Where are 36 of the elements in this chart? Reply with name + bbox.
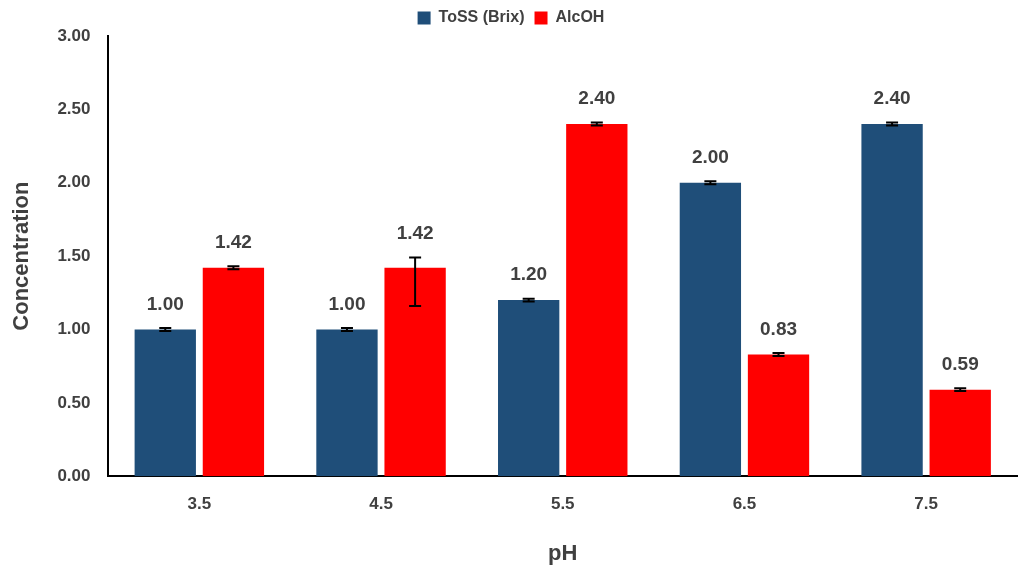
legend-label: AlcOH [555,8,605,26]
y-tick-label: 0.50 [57,392,91,412]
x-axis-title: pH [548,539,578,565]
legend-label: ToSS (Brix) [438,8,525,26]
y-tick-label: 1.00 [57,319,91,339]
x-tick-label: 7.5 [914,494,938,514]
data-label: 1.42 [396,222,434,244]
bar [929,389,991,477]
y-tick-label: 2.50 [57,99,91,119]
y-tick-label: 0.00 [57,465,91,485]
bar [384,267,446,477]
data-label: 1.20 [510,263,548,285]
x-tick-label: 3.5 [187,494,212,514]
y-tick-label: 1.50 [57,245,91,265]
bar [202,267,265,477]
bar [498,300,560,477]
data-label: 0.83 [760,317,798,339]
x-tick-label: 4.5 [369,494,393,514]
data-label: 2.40 [578,87,616,109]
data-label: 1.00 [328,292,366,314]
data-label: 0.59 [941,352,979,374]
x-tick-label: 6.5 [732,494,757,514]
bar [747,354,810,477]
bar [679,182,742,477]
bar [566,124,628,477]
y-axis-title: Concentration [8,181,34,331]
y-tick-label: 3.00 [57,25,91,45]
bar [134,329,196,477]
data-label: 1.00 [146,292,184,314]
data-label: 2.40 [873,87,911,109]
bar [861,124,923,477]
data-label: 2.00 [691,146,729,167]
x-tick-label: 5.5 [550,494,575,514]
data-label: 1.42 [214,231,252,253]
y-tick-label: 2.00 [57,172,91,192]
bar [316,329,378,477]
